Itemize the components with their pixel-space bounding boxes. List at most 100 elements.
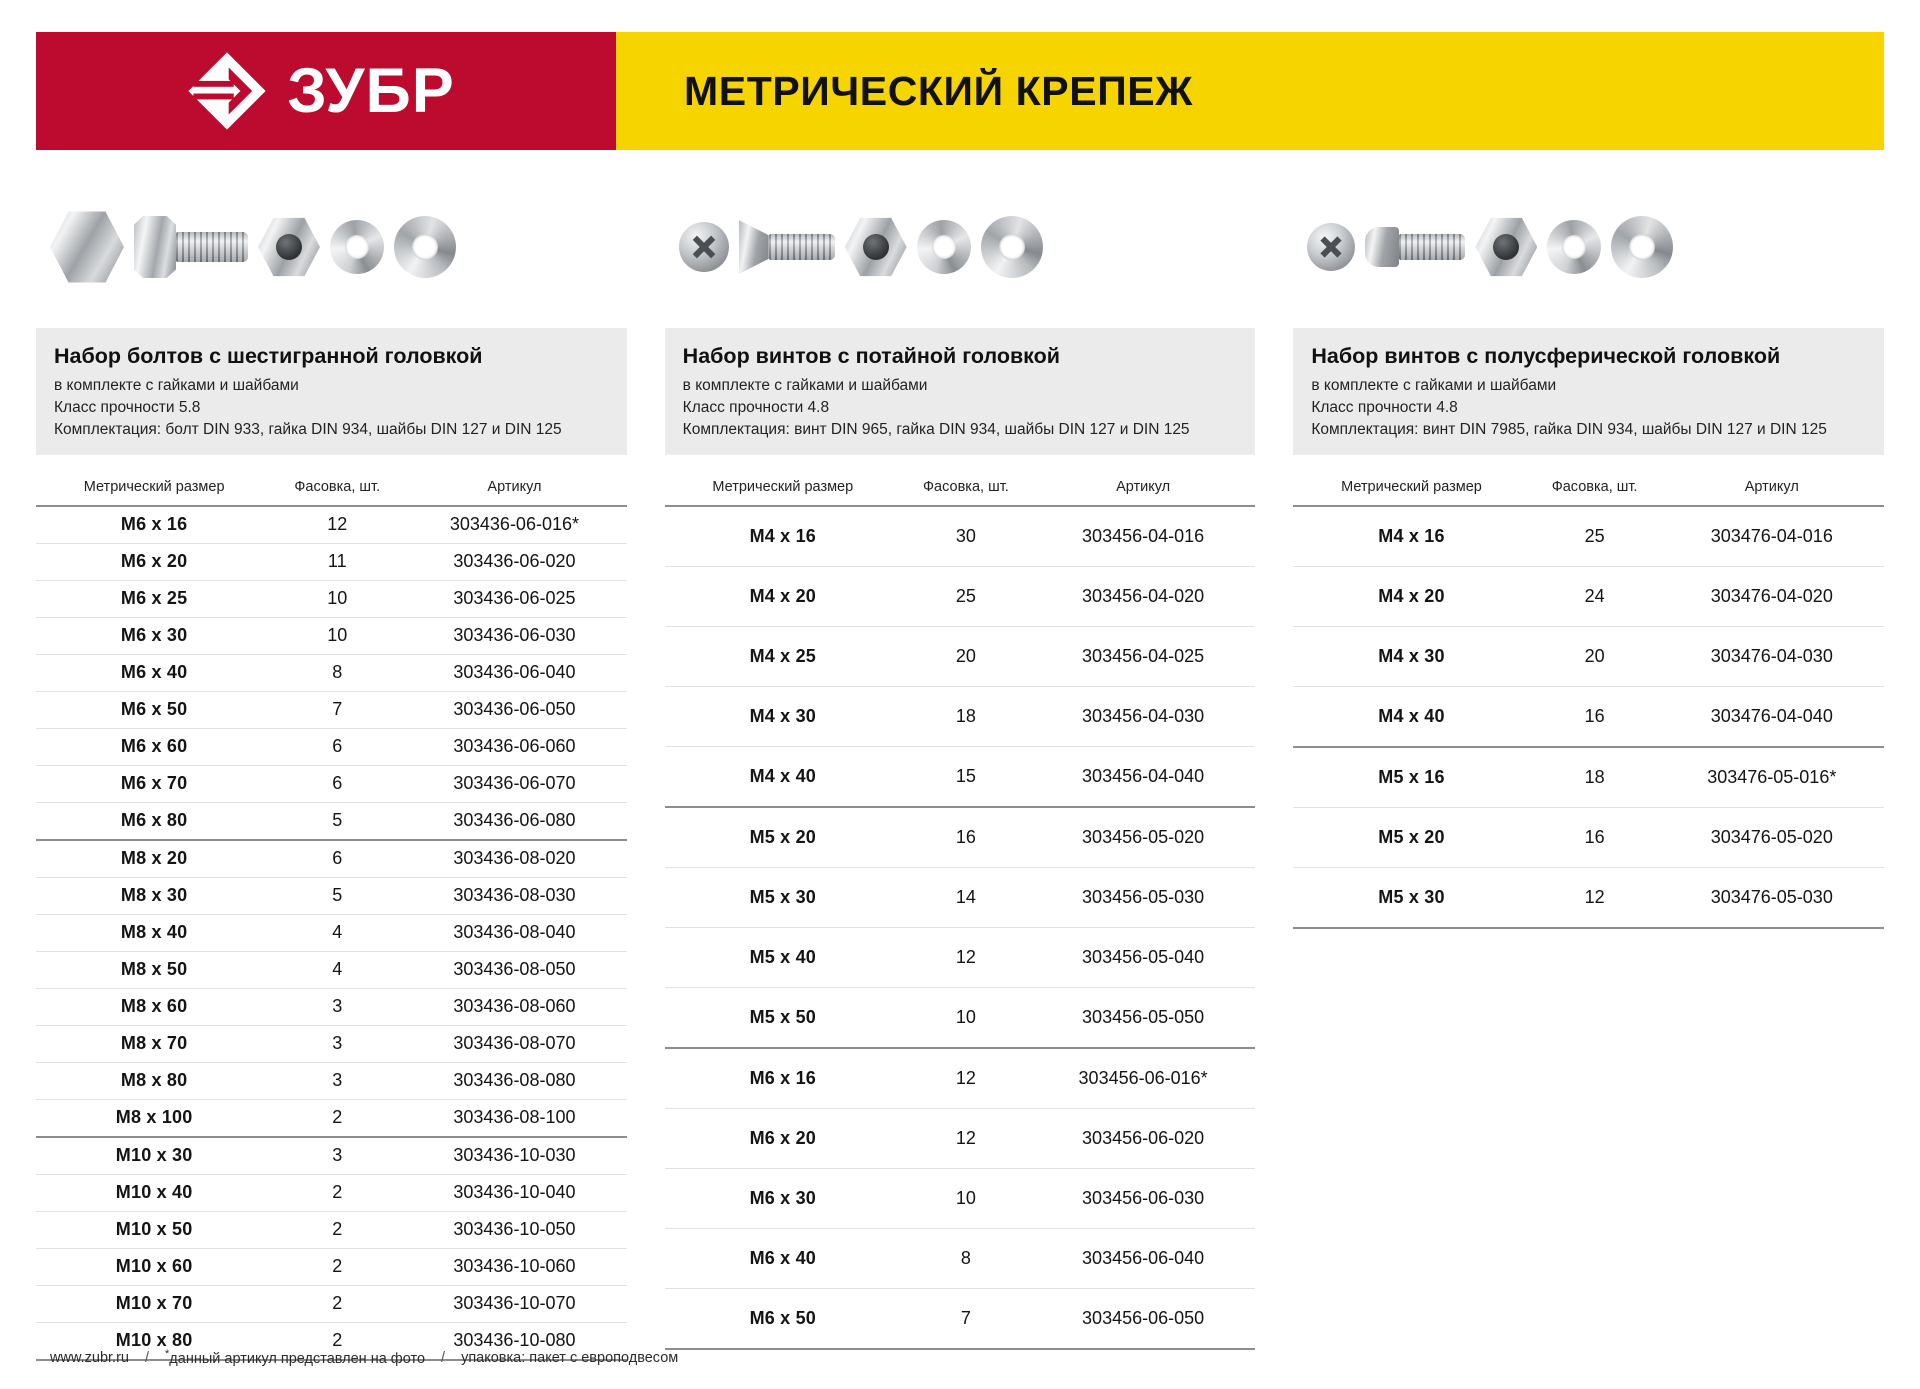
table-row: M4 x 40 16 303476-04-040 <box>1293 686 1885 748</box>
cell-quantity: 12 <box>900 1046 1031 1109</box>
cell-article: 303436-10-030 <box>402 1135 627 1175</box>
cell-quantity: 4 <box>272 914 403 952</box>
cell-size: M5 x 30 <box>664 867 901 928</box>
cell-article: 303456-05-030 <box>1030 867 1256 928</box>
table-row: M5 x 20 16 303476-05-020 <box>1293 807 1885 868</box>
cell-quantity: 8 <box>900 1228 1031 1289</box>
cell-quantity: 7 <box>900 1288 1031 1350</box>
cell-quantity: 6 <box>272 765 403 803</box>
product-title: Набор винтов с потайной головкой <box>682 344 1061 368</box>
cell-size: M6 x 16 <box>664 1046 901 1109</box>
cell-quantity: 2 <box>272 1174 403 1212</box>
table-row: M6 x 25 10 303436-06-025 <box>36 580 627 618</box>
table-row: M6 x 40 8 303456-06-040 <box>664 1228 1256 1289</box>
cell-quantity: 12 <box>900 1108 1031 1169</box>
cell-size: M5 x 20 <box>664 805 901 868</box>
product-info-block: Набор винтов с полусферической головкой … <box>1293 328 1885 455</box>
table-row: M5 x 20 16 303456-05-020 <box>664 805 1256 868</box>
cell-quantity: 10 <box>900 1168 1031 1229</box>
cell-size: M4 x 30 <box>1293 626 1530 687</box>
pan-head-screw-icon <box>1365 227 1466 267</box>
table-row: M10 x 70 2 303436-10-070 <box>36 1285 627 1323</box>
cell-article: 303436-10-060 <box>402 1248 627 1286</box>
cell-quantity: 10 <box>272 617 403 655</box>
product-photo-strip <box>36 188 627 306</box>
cell-quantity: 14 <box>900 867 1031 928</box>
table-row: M6 x 20 11 303436-06-020 <box>36 543 627 581</box>
cell-quantity: 25 <box>1529 504 1660 567</box>
table-row: M6 x 16 12 303456-06-016* <box>664 1046 1256 1109</box>
product-info-block: Набор болтов с шестигранной головкой в к… <box>36 328 627 455</box>
cell-size: M10 x 70 <box>36 1285 273 1323</box>
spec-table: Метрический размер Фасовка, шт. Артикул … <box>664 469 1256 1350</box>
cell-article: 303436-06-050 <box>402 691 627 729</box>
cell-quantity: 16 <box>1529 686 1660 748</box>
cell-article: 303436-06-060 <box>402 728 627 766</box>
spec-table: Метрический размер Фасовка, шт. Артикул … <box>1293 469 1885 929</box>
product-photo-strip <box>665 188 1256 306</box>
cell-quantity: 6 <box>272 728 403 766</box>
product-contents: Комплектация: винт DIN 7985, гайка DIN 9… <box>1311 420 1827 438</box>
table-row: M6 x 30 10 303456-06-030 <box>664 1168 1256 1229</box>
cell-article: 303436-06-030 <box>402 617 627 655</box>
table-row: M8 x 20 6 303436-08-020 <box>36 838 627 878</box>
cell-size: M8 x 20 <box>36 838 273 878</box>
cell-quantity: 10 <box>272 580 403 618</box>
cell-quantity: 5 <box>272 802 403 841</box>
cell-quantity: 25 <box>900 566 1031 627</box>
table-row: M6 x 30 10 303436-06-030 <box>36 617 627 655</box>
cell-size: M6 x 30 <box>664 1168 901 1229</box>
cell-size: M8 x 30 <box>36 877 273 915</box>
cell-quantity: 7 <box>272 691 403 729</box>
cell-article: 303436-08-060 <box>402 988 627 1026</box>
cell-article: 303436-06-040 <box>402 654 627 692</box>
cell-article: 303436-10-070 <box>402 1285 627 1323</box>
cell-quantity: 11 <box>272 543 403 581</box>
table-header-row: Метрический размер Фасовка, шт. Артикул <box>36 469 627 506</box>
cell-quantity: 5 <box>272 877 403 915</box>
cell-quantity: 2 <box>272 1322 403 1361</box>
cell-article: 303476-04-040 <box>1659 686 1885 748</box>
product-title: Набор болтов с шестигранной головкой <box>54 344 483 368</box>
column-header-qty: Фасовка, шт. <box>1551 478 1638 495</box>
table-row: M6 x 50 7 303456-06-050 <box>664 1288 1256 1350</box>
cell-quantity: 18 <box>1529 745 1660 808</box>
table-row: M8 x 40 4 303436-08-040 <box>36 914 627 952</box>
table-row: M6 x 16 12 303436-06-016* <box>36 504 627 544</box>
table-row: M10 x 60 2 303436-10-060 <box>36 1248 627 1286</box>
table-row: M4 x 20 24 303476-04-020 <box>1293 566 1885 627</box>
column-header-article: Артикул <box>1744 478 1799 495</box>
cell-article: 303436-06-070 <box>402 765 627 803</box>
cell-article: 303436-08-080 <box>402 1062 627 1100</box>
product-contents: Комплектация: болт DIN 933, гайка DIN 93… <box>54 420 562 438</box>
cell-article: 303436-08-020 <box>402 838 627 878</box>
product-column-countersunk-screws: Набор винтов с потайной головкой в компл… <box>664 188 1256 1350</box>
cell-size: M8 x 40 <box>36 914 273 952</box>
product-columns: Набор болтов с шестигранной головкой в к… <box>36 188 1885 1361</box>
table-row: M6 x 80 5 303436-06-080 <box>36 802 627 841</box>
column-header-size: Метрический размер <box>83 478 225 495</box>
cell-size: M6 x 20 <box>664 1108 901 1169</box>
cell-size: M5 x 50 <box>664 987 901 1049</box>
cell-article: 303456-06-030 <box>1030 1168 1256 1229</box>
cell-article: 303476-05-016* <box>1659 745 1885 808</box>
cell-size: M8 x 70 <box>36 1025 273 1063</box>
table-row: M4 x 25 20 303456-04-025 <box>664 626 1256 687</box>
cell-article: 303476-05-020 <box>1659 807 1885 868</box>
table-row: M6 x 60 6 303436-06-060 <box>36 728 627 766</box>
cell-article: 303456-05-020 <box>1030 805 1256 868</box>
cell-quantity: 2 <box>272 1285 403 1323</box>
website-link[interactable]: www.zubr.ru <box>50 1349 129 1366</box>
cell-size: M6 x 20 <box>36 543 273 581</box>
cell-size: M6 x 40 <box>36 654 273 692</box>
table-row: M4 x 20 25 303456-04-020 <box>664 566 1256 627</box>
cell-article: 303436-08-030 <box>402 877 627 915</box>
table-row: M6 x 20 12 303456-06-020 <box>664 1108 1256 1169</box>
flat-washer-icon <box>394 216 456 278</box>
cell-quantity: 3 <box>272 1135 403 1175</box>
cell-size: M4 x 16 <box>664 504 901 567</box>
cell-article: 303436-08-040 <box>402 914 627 952</box>
cell-size: M5 x 16 <box>1293 745 1530 808</box>
table-row: M5 x 30 12 303476-05-030 <box>1293 867 1885 929</box>
cell-size: M6 x 40 <box>664 1228 901 1289</box>
